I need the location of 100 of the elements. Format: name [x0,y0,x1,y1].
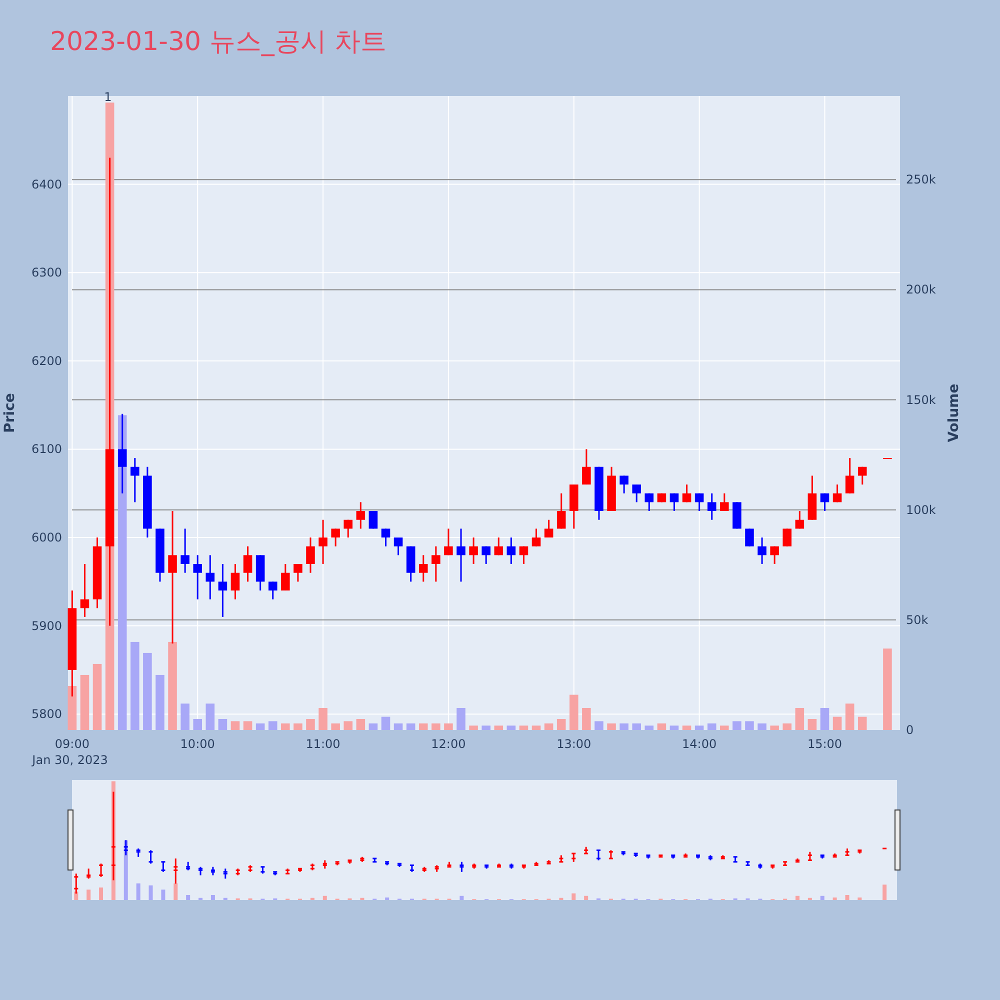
candlestick [394,536,403,556]
bar [632,723,641,730]
y-tick-label: 5800 [31,707,62,722]
chart-title: 2023-01-30 뉴스_공시 차트 [50,27,387,57]
candlestick [544,519,554,538]
x-tick-label: 15:00 [807,737,842,751]
bar [80,674,90,730]
bar [256,723,265,730]
candlestick [243,546,252,582]
bar [130,642,140,730]
candlestick [820,492,830,512]
y-tick-label: 6000 [31,530,62,545]
bar [758,723,766,730]
bar [506,726,516,730]
candlestick [770,546,779,565]
y2-tick-label: 250k [906,172,936,187]
bar [482,726,490,730]
candlestick [268,580,278,600]
candlestick [845,457,854,494]
bar [832,716,842,730]
bar [532,726,541,730]
bar [368,723,378,730]
bar [858,716,867,730]
bar [206,704,215,730]
candlestick [180,528,190,574]
y-tick-label: 5900 [31,618,62,633]
candlestick [294,563,302,582]
bar [808,718,817,730]
bar [570,694,578,730]
y-tick-label: 6300 [31,266,62,280]
candlestick [306,536,315,574]
candlestick [218,563,228,618]
bar [92,664,102,730]
candlestick [130,457,140,503]
candlestick [344,519,353,538]
bar [230,721,240,730]
x-tick-label: 10:00 [180,737,215,751]
candlestick [118,413,127,494]
y2-tick-label: 100k [906,502,936,517]
candlestick [632,484,641,503]
bar [519,726,528,730]
bar [168,642,177,730]
x-tick-label: 14:00 [682,737,717,751]
y2-tick-label: 200k [906,282,936,297]
candlestick [456,528,466,582]
bar [456,708,466,730]
candlestick [80,563,90,618]
candlestick [331,528,340,548]
candlestick [381,528,390,548]
bar [820,708,830,730]
bar [782,723,792,730]
bar [745,721,754,730]
bar [469,726,478,730]
x-tick-label: 11:00 [306,737,340,751]
bar [444,723,453,730]
candlestick [519,546,528,565]
candlestick [444,528,453,556]
bar [494,726,504,730]
bar [180,704,190,730]
candlestick [720,492,729,512]
annotation: 1 [104,90,112,104]
x-tick-label: 09:00 Jan 30, 2023 [31,737,108,767]
bar [594,721,604,730]
bar [156,674,164,730]
y-tick-label: 6100 [31,442,62,456]
bar [720,726,729,730]
bar [294,723,302,730]
candlestick [682,484,692,503]
candlestick [758,536,766,565]
bar [432,723,440,730]
bar [657,723,666,730]
candlestick [206,554,215,600]
bar [356,718,366,730]
bar [406,723,416,730]
bar [243,721,252,730]
bar [732,721,742,730]
y-axis-title: Price [2,393,18,433]
bar [418,723,428,730]
candlestick [694,492,704,512]
bar [883,648,892,730]
candlestick [532,528,541,548]
bar [306,718,315,730]
candlestick [745,528,754,548]
bar [582,708,591,730]
bar [707,723,716,730]
candlestick [482,546,490,565]
candlestick [556,492,566,530]
candlestick [230,563,240,600]
candlestick [281,563,290,592]
candlestick [582,448,591,486]
y2-tick-label: 0 [906,723,914,737]
x-tick-label: 12:00 [431,737,466,751]
candlestick [318,519,328,565]
candlestick [418,554,428,582]
x-tick-label: 13:00 [556,737,592,751]
bar [281,723,290,730]
candlestick [356,501,366,530]
candlestick [193,554,202,600]
bar [770,726,779,730]
candlestick [368,510,378,530]
